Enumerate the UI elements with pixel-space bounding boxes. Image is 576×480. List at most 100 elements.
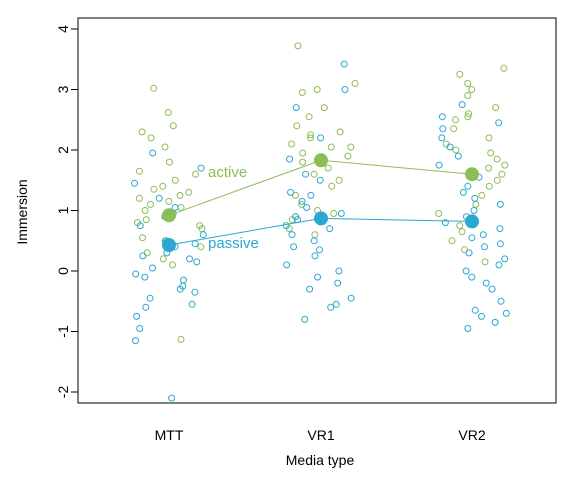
active-point	[498, 170, 506, 178]
y-tick-label: -1	[55, 325, 71, 338]
y-tick-label: 0	[55, 267, 71, 275]
active-point	[171, 176, 179, 184]
passive-point	[136, 222, 144, 230]
passive-point	[471, 306, 479, 314]
passive-point	[316, 176, 324, 184]
passive-point	[496, 240, 504, 248]
passive-point	[496, 200, 504, 208]
active-point	[320, 104, 328, 112]
active-point	[464, 80, 472, 87]
active-point	[292, 191, 299, 199]
active-point	[452, 116, 459, 124]
active-point	[298, 200, 306, 208]
passive-point	[306, 285, 314, 293]
active-point	[327, 143, 335, 151]
passive-point	[479, 231, 487, 239]
active-mean-point	[162, 208, 176, 223]
active-point	[501, 161, 509, 169]
active-point	[493, 176, 501, 184]
active-point	[307, 134, 314, 142]
passive-point	[176, 285, 184, 293]
passive-point	[340, 60, 348, 68]
passive-point	[282, 222, 290, 230]
active-point	[185, 188, 193, 196]
passive-point	[446, 143, 454, 151]
active-point	[347, 143, 355, 151]
passive-point	[459, 188, 467, 196]
x-axis: MTT VR1 VR2	[155, 427, 486, 443]
passive-point	[478, 312, 485, 320]
passive-point	[496, 225, 504, 233]
passive-point	[438, 113, 446, 121]
passive-mean-point	[162, 238, 176, 252]
active-point	[197, 243, 205, 251]
passive-point	[501, 255, 509, 263]
passive-point	[495, 119, 503, 127]
passive-point	[481, 243, 488, 251]
active-point	[136, 167, 143, 175]
active-point	[458, 228, 466, 236]
active-point	[299, 149, 307, 157]
passive-point	[488, 285, 496, 293]
passive-point	[497, 297, 505, 305]
passive-point	[464, 182, 472, 190]
active-point	[485, 182, 493, 190]
active-point	[165, 158, 173, 166]
active-point	[176, 191, 184, 199]
passive-point	[454, 152, 462, 160]
active-point	[135, 194, 143, 202]
active-point	[164, 109, 172, 116]
passive-point	[155, 194, 163, 202]
active-point	[165, 197, 173, 205]
passive-point	[307, 191, 315, 199]
plot-frame	[77, 17, 557, 404]
passive-point	[133, 312, 141, 320]
passive-point	[332, 300, 340, 308]
passive-mean-point	[465, 214, 479, 229]
passive-point	[311, 252, 319, 260]
active-point	[336, 128, 344, 136]
passive-point	[292, 104, 300, 112]
passive-point	[303, 204, 311, 211]
active-point	[328, 182, 336, 190]
passive-point	[435, 161, 443, 169]
active-point	[310, 170, 318, 178]
active-point	[448, 237, 456, 245]
passive-point	[188, 300, 196, 308]
passive-point	[471, 194, 479, 202]
passive-point	[464, 325, 472, 332]
passive-point	[465, 249, 473, 257]
passive-point	[491, 318, 499, 326]
active-point	[143, 249, 151, 257]
active-point	[142, 216, 150, 224]
x-axis-title: Media type	[286, 452, 355, 468]
y-axis-title: Immersion	[14, 179, 30, 244]
active-point	[464, 113, 472, 121]
passive-point	[141, 273, 149, 281]
passive-point	[132, 270, 140, 278]
active-point	[487, 149, 495, 157]
active-series-label: active	[208, 164, 247, 181]
passive-point	[180, 276, 187, 284]
passive-point	[310, 237, 318, 245]
passive-point	[301, 315, 309, 323]
passive-point	[327, 303, 335, 311]
active-point	[169, 261, 176, 269]
y-tick-label: 4	[55, 25, 71, 33]
passive-point	[439, 125, 447, 133]
passive-point	[168, 394, 176, 402]
passive-point	[317, 134, 325, 142]
active-mean-point	[465, 167, 479, 182]
passive-point	[337, 210, 345, 217]
active-point	[468, 86, 476, 93]
mean-lines: active passive	[162, 153, 479, 252]
y-tick-label: 1	[55, 206, 71, 214]
passive-point	[197, 164, 205, 172]
active-point	[177, 204, 185, 211]
passive-point	[438, 134, 446, 142]
active-point	[464, 92, 472, 99]
active-point	[472, 200, 480, 208]
active-point	[500, 64, 508, 72]
active-point	[335, 176, 343, 184]
